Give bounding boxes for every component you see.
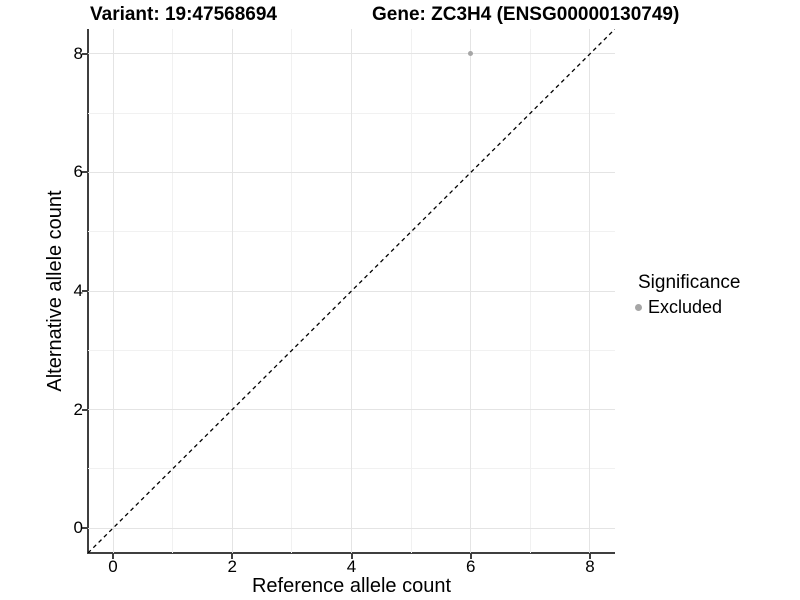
- y-gridline-major: [88, 409, 615, 411]
- legend-item-excluded: Excluded: [635, 296, 740, 318]
- x-axis-title: Reference allele count: [251, 575, 451, 597]
- x-tick-label: 6: [465, 557, 476, 576]
- y-tick-label: 2: [73, 399, 83, 419]
- x-axis-line: [87, 552, 615, 554]
- y-tick-mark: [82, 527, 87, 530]
- x-tick-label: 8: [585, 557, 595, 576]
- legend: Significance Excluded: [635, 271, 740, 318]
- x-tick-mark: [231, 554, 234, 559]
- legend-title: Significance: [638, 272, 741, 293]
- x-tick-mark: [469, 554, 472, 559]
- legend-item-label: Excluded: [648, 297, 723, 317]
- y-tick-mark: [82, 171, 87, 174]
- y-axis-line: [87, 29, 89, 554]
- x-tick-mark: [112, 554, 115, 559]
- x-tick-label: 0: [108, 557, 118, 576]
- y-tick-label: 0: [73, 518, 83, 538]
- plot-panel: [88, 29, 615, 553]
- data-point: [468, 51, 474, 57]
- y-gridline-major: [88, 171, 615, 173]
- y-tick-label: 6: [73, 162, 83, 182]
- y-tick-mark: [82, 52, 87, 55]
- x-tick-mark: [588, 554, 591, 559]
- gene-title: Gene: ZC3H4 (ENSG00000130749): [372, 4, 680, 25]
- y-gridline-major: [88, 53, 615, 55]
- x-tick-label: 2: [227, 557, 237, 576]
- x-tick-label: 4: [346, 557, 357, 576]
- y-gridline-major: [88, 290, 615, 292]
- identity-line: [88, 29, 615, 553]
- y-tick-label: 4: [73, 281, 83, 300]
- y-gridline-major: [88, 527, 615, 529]
- y-tick-label: 8: [73, 43, 83, 63]
- legend-point-icon: [635, 303, 642, 311]
- x-tick-mark: [350, 554, 353, 559]
- y-tick-mark: [82, 408, 87, 411]
- variant-title: Variant: 19:47568694: [90, 4, 277, 25]
- y-tick-mark: [82, 290, 87, 292]
